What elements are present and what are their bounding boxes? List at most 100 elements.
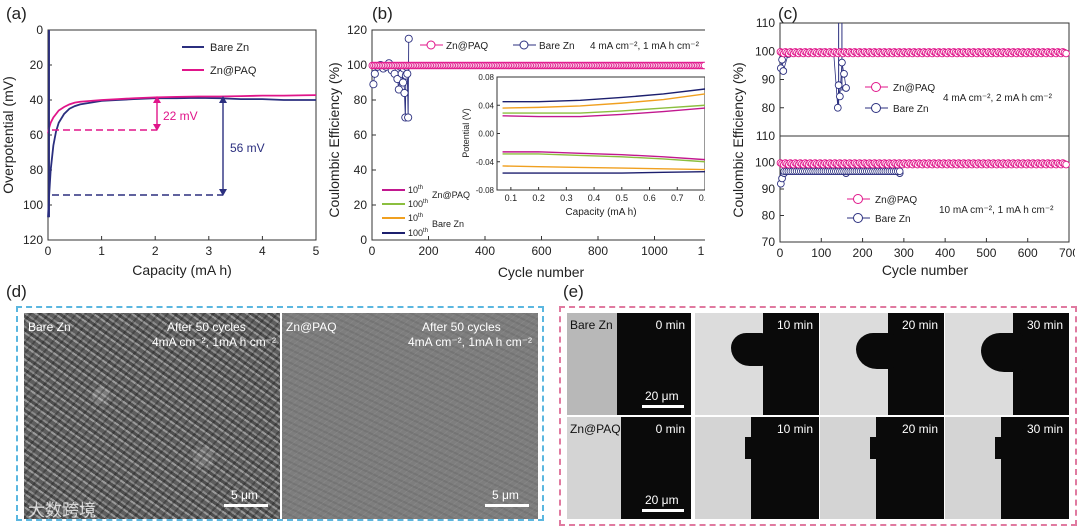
y-tick-label: 100 xyxy=(755,156,775,170)
y-tick-label: 90 xyxy=(762,182,776,196)
annotation-22mv: 22 mV xyxy=(163,109,198,123)
inset-line-bare-zn-10th-charge xyxy=(502,93,705,109)
inset-line-bare-zn-100th-discharge xyxy=(502,170,705,174)
data-point-bare-zn xyxy=(404,113,413,122)
x-tick-label: 800 xyxy=(588,244,608,258)
plot-frame xyxy=(47,29,317,241)
inset-x-tick-label: 0.4 xyxy=(588,193,601,203)
data-point-bare-zn xyxy=(400,88,409,98)
in-situ-time: 0 min xyxy=(655,422,685,436)
legend-bare-zn: Bare Zn xyxy=(539,41,575,52)
plot-frame-bottom xyxy=(779,135,1070,243)
x-tick-label: 700 xyxy=(1059,246,1075,260)
data-point-bare-zn xyxy=(404,34,413,43)
x-axis-label: Cycle number xyxy=(498,264,585,280)
dendrite-growth xyxy=(731,333,765,366)
sem-condition-bare-zn: 4mA cm⁻², 1mA h cm⁻² xyxy=(152,335,277,349)
y-axis-label: Coulombic Efficiency (%) xyxy=(326,62,342,217)
in-situ-time: 20 min xyxy=(901,318,938,332)
sem-scalebar-bare-zn xyxy=(224,504,268,507)
data-point-bare-zn xyxy=(370,69,379,78)
y-tick-label: 110 xyxy=(756,129,775,143)
sem-condition-zn-paq: 4mA cm⁻², 1mA h cm⁻² xyxy=(408,335,533,349)
panel-b-label: (b) xyxy=(372,4,393,23)
y-tick-label: 120 xyxy=(23,233,43,247)
legend-zn-paq-bottom: Zn@PAQ xyxy=(875,195,917,206)
legend-marker-bare-zn-top xyxy=(871,103,881,113)
inset-line-zn-paq-100th-charge xyxy=(502,104,705,114)
y-tick-label: 0 xyxy=(36,23,43,37)
in-situ-label: Zn@PAQ xyxy=(570,422,621,436)
data-point-bare-zn xyxy=(896,167,904,175)
in-situ-time: 30 min xyxy=(1026,422,1063,436)
coulombic-efficiency-chart-c: 80 90 100 110 70 80 90 100 110 0 100 200 300 400 500 6… xyxy=(730,16,1075,278)
inset-x-tick-label: 0.2 xyxy=(532,193,545,203)
x-tick-label: 400 xyxy=(475,244,495,258)
in-situ-image-bare-zn-1: 10 min xyxy=(695,313,819,415)
data-point-bare-zn xyxy=(834,81,843,90)
inset-y-tick-label: 0.00 xyxy=(478,130,494,139)
data-point-bare-zn xyxy=(840,69,848,78)
data-point-bare-zn xyxy=(403,69,412,78)
legend-bare-zn-top: Bare Zn xyxy=(893,104,929,115)
x-tick-label: 2 xyxy=(152,244,159,258)
panel-e-frame xyxy=(559,306,1077,526)
y-axis-label: Coulombic Efficiency (%) xyxy=(730,62,746,217)
legend-zn-paq: Zn@PAQ xyxy=(446,41,488,52)
panel-c-label: (c) xyxy=(778,4,798,23)
inset-x-tick-label: 0.7 xyxy=(671,193,684,203)
y-tick-label: 110 xyxy=(756,16,775,30)
inset-line-bare-zn-100th-charge xyxy=(502,88,705,103)
x-axis-label: Cycle number xyxy=(882,262,969,278)
bare-zn-arrow-head-down xyxy=(219,189,227,196)
y-tick-label: 120 xyxy=(347,23,367,37)
inset-x-tick-label: 0.6 xyxy=(643,193,656,203)
sem-scale-zn-paq: 5 μm xyxy=(492,488,519,502)
x-tick-label: 200 xyxy=(418,244,438,258)
y-tick-label: 60 xyxy=(30,128,44,142)
sem-title-zn-paq: After 50 cycles xyxy=(422,320,501,334)
inset-legend-cycle: 10th xyxy=(408,213,423,223)
in-situ-image-bare-zn-0: Bare Zn 20 μm 0 min xyxy=(567,313,691,415)
in-situ-scale-label: 20 μm xyxy=(645,493,679,507)
sem-label-zn-paq: Zn@PAQ xyxy=(286,320,337,334)
annotation-56mv: 56 mV xyxy=(230,141,265,155)
inset-legend-group-bare-zn: Bare Zn xyxy=(432,219,464,229)
data-point-bare-zn xyxy=(842,84,850,92)
y-tick-label: 90 xyxy=(762,73,776,87)
x-tick-label: 500 xyxy=(976,246,996,260)
in-situ-scalebar xyxy=(642,509,684,512)
inset-x-tick-label: 0.8 xyxy=(699,193,705,203)
in-situ-image-zn-paq-2: 20 min xyxy=(820,417,944,519)
series-line-zn-paq xyxy=(47,94,317,134)
y-tick-label: 80 xyxy=(30,163,44,177)
x-tick-label: 0 xyxy=(777,246,784,260)
inset-legend-suffix: th xyxy=(418,213,423,219)
in-situ-label: Bare Zn xyxy=(570,318,613,332)
zn-paq-arrow-head-down xyxy=(153,124,161,131)
inset-y-tick-label: -0.04 xyxy=(476,158,495,167)
in-situ-time: 0 min xyxy=(655,318,685,332)
y-tick-label: 60 xyxy=(354,128,368,142)
condition-text: 4 mA cm⁻², 1 mA h cm⁻² xyxy=(590,41,700,52)
zn-paq-arrow-head-up xyxy=(153,96,161,103)
legend-zn-paq: Zn@PAQ xyxy=(210,65,257,77)
in-situ-image-bare-zn-2: 20 min xyxy=(820,313,944,415)
in-situ-time: 10 min xyxy=(776,422,813,436)
legend-marker-bare-zn-bottom xyxy=(853,213,863,223)
sem-scalebar-zn-paq xyxy=(485,504,529,507)
y-tick-label: 20 xyxy=(354,198,368,212)
x-tick-label: 0 xyxy=(369,244,376,258)
panel-a-label: (a) xyxy=(6,4,27,23)
inset-y-tick-label: 0.08 xyxy=(478,73,494,82)
x-tick-label: 3 xyxy=(205,244,212,258)
x-tick-label: 4 xyxy=(259,244,266,258)
panel-e-label: (e) xyxy=(563,282,584,301)
x-tick-label: 1000 xyxy=(641,244,668,258)
x-axis-label: Capacity (mA h) xyxy=(132,262,232,278)
legend-marker-zn-paq-bottom xyxy=(853,194,863,204)
legend-marker-zn-paq xyxy=(426,40,436,50)
inset-frame xyxy=(496,76,705,191)
y-tick-label: 40 xyxy=(354,163,368,177)
x-tick-label: 600 xyxy=(1018,246,1038,260)
